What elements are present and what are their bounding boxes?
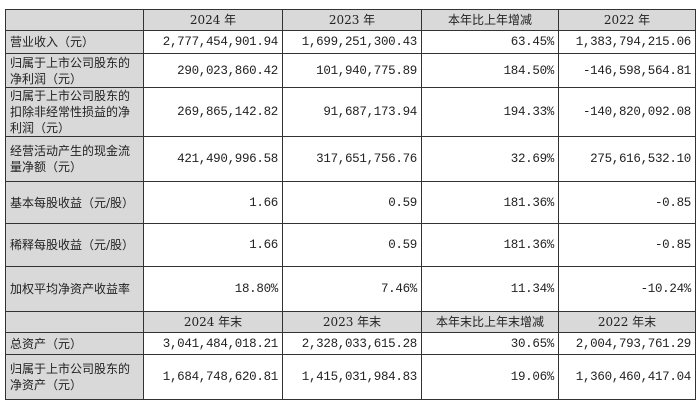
table-cell: -0.85 [558,223,696,267]
column-header [5,311,144,333]
column-header: 2024 年 [143,9,283,31]
table-cell: 2,777,454,901.94 [143,30,283,54]
row-label: 加权平均净资产收益率 [5,266,144,312]
table-cell: 290,023,860.42 [143,53,283,88]
row-label: 营业收入（元） [5,30,144,54]
table-row: 经营活动产生的现金流量净额（元） 421,490,996.58 317,651,75… [5,136,696,182]
row-label: 基本每股收益（元/股） [5,181,144,224]
table-cell: 3,041,484,018.21 [143,332,283,355]
table-cell: 91,687,173.94 [282,87,422,137]
row-label: 归属于上市公司股东的扣除非经常性损益的净利润（元） [5,87,144,137]
table-cell: 181.36% [421,181,559,224]
table-cell: 30.65% [421,332,559,355]
table-cell: 18.80% [143,266,283,312]
table-cell: 2,004,793,761.29 [558,332,696,355]
table-cell: 0.59 [282,223,422,267]
table-cell: -146,598,564.81 [558,53,696,88]
table-cell: 317,651,756.76 [282,136,422,182]
row-label: 稀释每股收益（元/股） [5,223,144,267]
table-cell: 7.46% [282,266,422,312]
table-cell: 1.66 [143,223,283,267]
financial-summary-table: 2024 年 2023 年本年比上年增减 2022 年营业收入（元） 2,777,45… [5,9,696,400]
table-cell: 1,699,251,300.43 [282,30,422,54]
table-cell: 1,383,794,215.06 [558,30,696,54]
row-label: 归属于上市公司股东的净资产（元） [5,354,144,400]
column-header: 2023 年末 [282,311,422,333]
table-cell: 421,490,996.58 [143,136,283,182]
table-cell: 1,360,460,417.04 [558,354,696,400]
table-row: 归属于上市公司股东的净利润（元） 290,023,860.42 101,940,77… [5,53,696,88]
table-cell: -0.85 [558,181,696,224]
table-cell: 269,865,142.82 [143,87,283,137]
table-cell: 19.06% [421,354,559,400]
column-header [5,9,144,31]
table-row: 归属于上市公司股东的净资产（元） 1,684,748,620.81 1,415,03… [5,354,696,400]
table-row: 加权平均净资产收益率 18.80% 7.46% 11.34% -10.24% [5,266,696,312]
column-header: 2022 年 [558,9,696,31]
row-label: 经营活动产生的现金流量净额（元） [5,136,144,182]
table-row: 营业收入（元） 2,777,454,901.94 1,699,251,300.43 6… [5,30,696,54]
column-header: 2024 年末 [143,311,283,333]
column-header: 本年末比上年末增减 [421,311,559,333]
column-header: 本年比上年增减 [421,9,559,31]
header-row: 2024 年末 2023 年末 本年末比上年末增减 2022 年末 [5,311,696,333]
table-cell: 63.45% [421,30,559,54]
table-cell: 184.50% [421,53,559,88]
table-cell: 181.36% [421,223,559,267]
table-cell: 1,415,031,984.83 [282,354,422,400]
table-cell: 275,616,532.10 [558,136,696,182]
table-cell: 32.69% [421,136,559,182]
row-label: 总资产（元） [5,332,144,355]
table-cell: -10.24% [558,266,696,312]
table-row: 归属于上市公司股东的扣除非经常性损益的净利润（元） 269,865,142.82 9… [5,87,696,137]
table-cell: 101,940,775.89 [282,53,422,88]
table-row: 稀释每股收益（元/股） 1.66 0.59 181.36% -0.85 [5,223,696,267]
table-cell: 11.34% [421,266,559,312]
table-cell: 1.66 [143,181,283,224]
header-row: 2024 年 2023 年本年比上年增减 2022 年 [5,9,696,31]
table-cell: 2,328,033,615.28 [282,332,422,355]
column-header: 2022 年末 [558,311,696,333]
table-cell: 194.33% [421,87,559,137]
row-label: 归属于上市公司股东的净利润（元） [5,53,144,88]
column-header: 2023 年 [282,9,422,31]
table-row: 总资产（元） 3,041,484,018.21 2,328,033,615.28 30… [5,332,696,355]
table-cell: 0.59 [282,181,422,224]
table-cell: 1,684,748,620.81 [143,354,283,400]
table-cell: -140,820,092.08 [558,87,696,137]
table-row: 基本每股收益（元/股） 1.66 0.59 181.36% -0.85 [5,181,696,224]
